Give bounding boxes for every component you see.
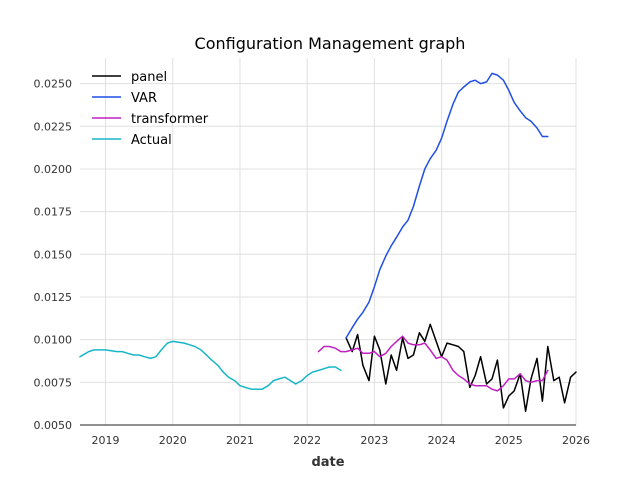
- x-tick-label: 2024: [428, 434, 456, 447]
- x-tick-label: 2025: [495, 434, 523, 447]
- legend-label-var: VAR: [131, 91, 157, 106]
- x-tick-label: 2023: [360, 434, 388, 447]
- legend-label-panel: panel: [131, 70, 167, 85]
- grid: [80, 58, 577, 426]
- y-tick-label: 0.0225: [34, 120, 73, 133]
- x-tick-label: 2020: [159, 434, 187, 447]
- y-tick-label: 0.0175: [34, 206, 73, 219]
- x-tick-label: 2019: [92, 434, 120, 447]
- x-tick-label: 2021: [226, 434, 254, 447]
- y-tick-label: 0.0075: [34, 376, 73, 389]
- series-line-var: [345, 72, 549, 339]
- y-tick-label: 0.0200: [34, 163, 73, 176]
- y-tick-label: 0.0050: [34, 419, 73, 432]
- series-line-transformer: [317, 335, 549, 392]
- legend-label-actual: Actual: [131, 133, 172, 148]
- x-axis-label: date: [311, 455, 344, 470]
- y-tick-labels: 0.0050 0.0075 0.0100 0.0125 0.0150 0.0175 0.02…: [34, 78, 73, 432]
- legend-label-transformer: transformer: [131, 112, 209, 127]
- x-tick-label: 2026: [562, 434, 590, 447]
- series-line-actual: [79, 340, 342, 390]
- y-tick-label: 0.0150: [34, 248, 73, 261]
- legend: panel VAR transformer Actual: [92, 70, 209, 148]
- series-line-panel: [345, 323, 577, 413]
- chart-title: Configuration Management graph: [195, 34, 466, 53]
- y-tick-label: 0.0250: [34, 78, 73, 91]
- x-tick-label: 2022: [293, 434, 321, 447]
- y-tick-label: 0.0100: [34, 334, 73, 347]
- y-tick-label: 0.0125: [34, 291, 73, 304]
- series-lines: [79, 72, 577, 413]
- x-tick-labels: 2019 2020 2021 2022 2023 2024 2025 2026: [92, 434, 590, 447]
